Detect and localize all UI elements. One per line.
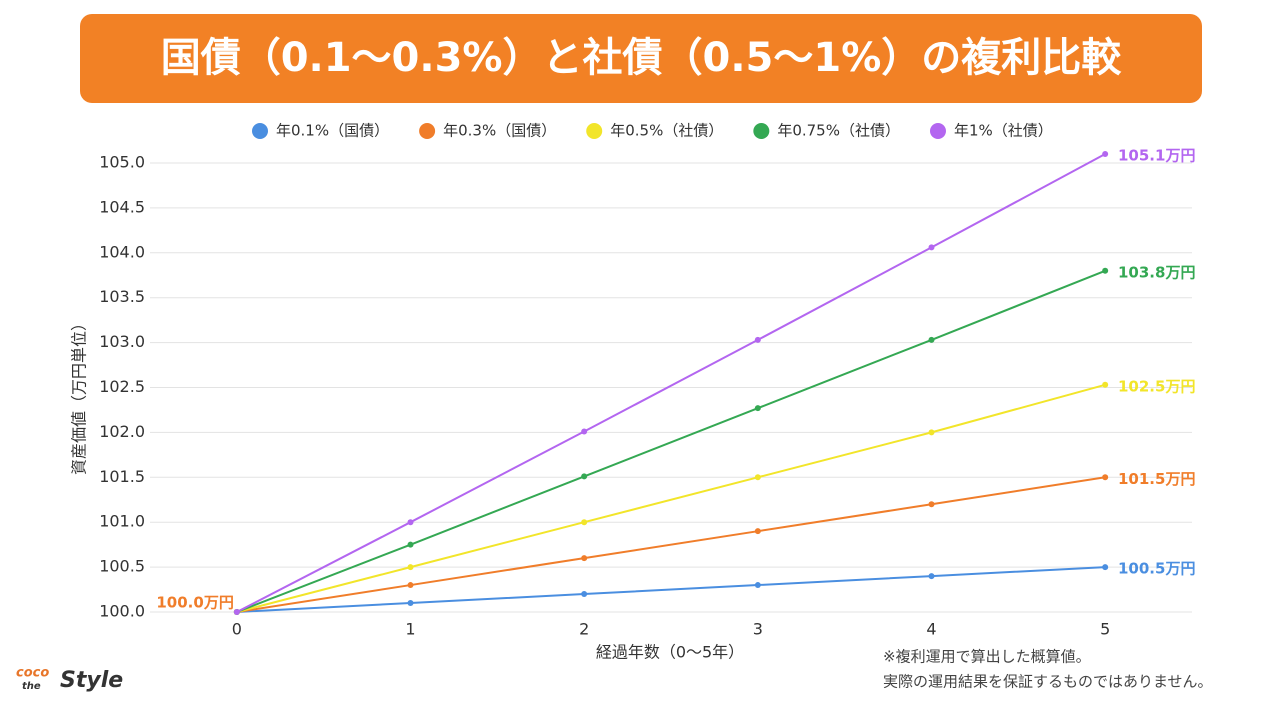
data-point [754, 582, 761, 589]
legend-label: 年0.1%（国債） [276, 122, 389, 140]
series-line [236, 476, 1106, 613]
data-point [581, 555, 588, 562]
data-point [754, 405, 761, 412]
x-axis-label: 経過年数（0〜5年） [596, 643, 744, 662]
data-point [754, 474, 761, 481]
note: ※複利運用で算出した概算値。 [883, 648, 1091, 666]
series-line [236, 153, 1106, 613]
data-point [1102, 564, 1109, 571]
series-line [236, 383, 1106, 613]
data-point [754, 528, 761, 535]
data-point [233, 609, 240, 615]
logo-text: coco [16, 666, 49, 681]
y-tick-label: 101.5 [99, 467, 145, 486]
x-tick-label: 5 [1100, 620, 1110, 639]
y-tick-label: 100.0 [99, 602, 145, 621]
y-tick-label: 105.0 [99, 153, 145, 172]
data-point [581, 473, 588, 480]
data-point [407, 564, 414, 571]
data-point [407, 582, 414, 589]
y-tick-label: 102.5 [99, 377, 145, 396]
note: 実際の運用結果を保証するものではありません。 [883, 673, 1213, 691]
legend-label: 年0.75%（社債） [777, 122, 900, 140]
logo-text: the [22, 681, 41, 692]
legend-label: 年0.5%（社債） [610, 122, 723, 140]
y-tick-label: 104.0 [99, 242, 145, 261]
y-axis-label: 資産価値（万円単位） [70, 315, 89, 475]
y-tick-label: 104.5 [99, 197, 145, 216]
legend-marker [753, 123, 770, 139]
x-tick-label: 2 [579, 620, 589, 639]
x-tick-label: 0 [232, 620, 242, 639]
y-tick-label: 103.0 [99, 332, 145, 351]
data-point [754, 336, 761, 343]
data-label: 100.5万円 [1118, 560, 1195, 578]
data-point [928, 573, 935, 580]
data-point [928, 429, 935, 436]
legend-marker [586, 123, 603, 139]
legend-marker [252, 123, 268, 139]
legend-marker [419, 123, 436, 139]
data-point [928, 244, 935, 251]
legend-label: 年0.3%（国債） [443, 122, 556, 140]
data-point [581, 428, 588, 435]
y-tick-label: 100.5 [99, 557, 145, 576]
y-tick-label: 103.5 [99, 287, 145, 306]
x-tick-label: 1 [405, 620, 415, 639]
title-bar [80, 14, 1202, 103]
x-tick-label: 4 [926, 620, 936, 639]
data-point [1102, 381, 1109, 388]
data-label: 103.8万円 [1118, 263, 1195, 281]
data-point [1102, 151, 1109, 158]
legend-label: 年1%（社債） [954, 122, 1053, 140]
chart-title: 国債（0.1〜0.3%）と社債（0.5〜1%）の複利比較 [161, 35, 1123, 81]
data-point [407, 541, 414, 548]
logo-text: Style [60, 668, 123, 693]
legend-marker [929, 123, 946, 139]
data-point [581, 591, 588, 598]
y-tick-label: 101.0 [99, 512, 145, 531]
data-point [1102, 267, 1109, 274]
x-tick-label: 3 [753, 620, 763, 639]
data-label: 105.1万円 [1118, 147, 1195, 165]
series-line [236, 269, 1106, 613]
data-point [407, 519, 414, 526]
data-point [928, 501, 935, 508]
data-point [928, 336, 935, 343]
y-tick-label: 102.0 [99, 422, 145, 441]
series-line [236, 566, 1106, 613]
data-point [581, 519, 588, 526]
data-point [1102, 474, 1109, 481]
data-label: 102.5万円 [1118, 377, 1195, 395]
data-label: 100.0万円 [156, 594, 233, 612]
data-label: 101.5万円 [1118, 470, 1195, 488]
data-point [407, 600, 414, 607]
